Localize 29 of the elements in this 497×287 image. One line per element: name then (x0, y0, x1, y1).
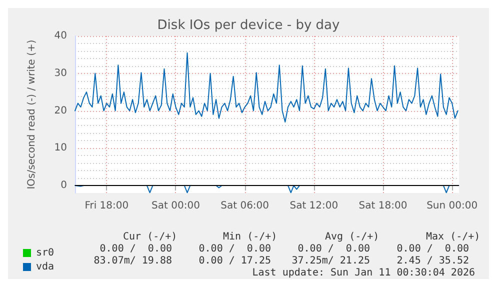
text: 0.00 / 0.00 (100, 244, 172, 254)
text: Max (-/+) (426, 232, 480, 242)
x-tick-label: Sat 12:00 (290, 200, 338, 212)
x-tick-label: Sat 06:00 (220, 200, 270, 212)
x-tick-label: Sat 00:00 (152, 200, 200, 212)
legend-label: vda (36, 262, 54, 272)
text: Cur (-/+) (123, 232, 178, 242)
x-tick-label: Fri 18:00 (84, 200, 129, 212)
y-tick-label: 0 (60, 180, 67, 192)
y-tick-label: 20 (54, 105, 67, 116)
text: Avg (-/+) (325, 232, 380, 242)
text: 0.00 / 0.00 (298, 244, 370, 254)
text: Min (-/+) (223, 232, 278, 242)
y-tick-label: 10 (54, 142, 67, 154)
text: 37.25m/ 21.25 (292, 256, 370, 266)
text: 0.00 / 0.00 (396, 244, 470, 254)
text: 0.00 / 0.00 (198, 244, 272, 254)
y-tick-label: 40 (54, 30, 67, 42)
chart-title: Disk IOs per device - by day (157, 18, 340, 33)
line-series (74, 52, 458, 122)
x-tick-label: Sat 18:00 (358, 200, 408, 212)
x-tick-label: Sun 00:00 (426, 200, 478, 212)
text: Last update: Sun Jan 11 00:30:04 2026 (252, 268, 476, 278)
text: 83.07m/ 19.88 (94, 256, 172, 266)
y-tick-label: 30 (54, 68, 67, 79)
text: 2.45 / 35.52 (396, 256, 470, 266)
legend-label: sr0 (36, 248, 54, 258)
y-axis-title: IOs/second read (-) / write (+) (26, 40, 38, 190)
text: 0.00 / 17.25 (198, 256, 272, 266)
